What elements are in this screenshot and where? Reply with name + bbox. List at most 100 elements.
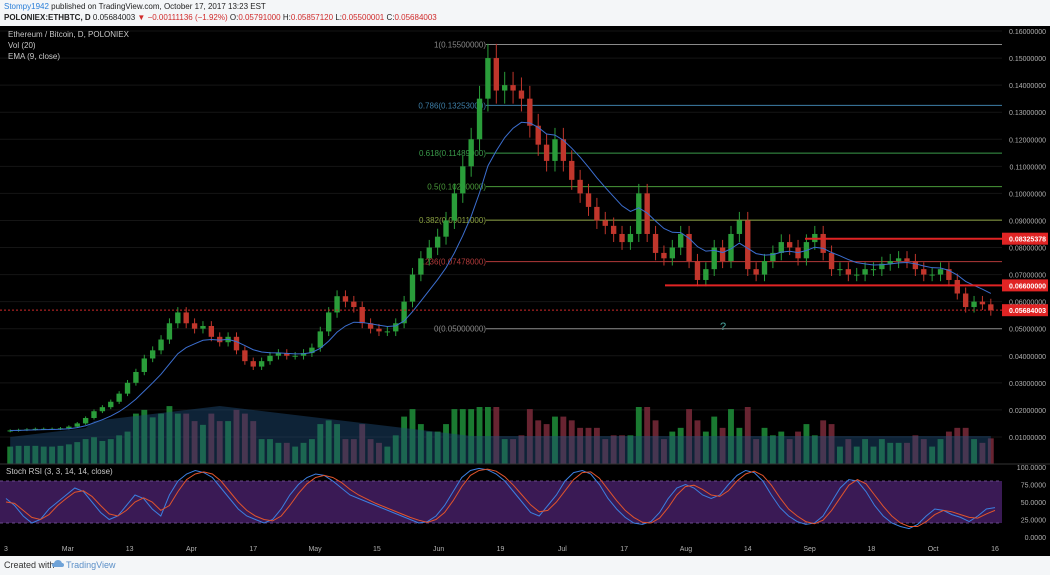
candle bbox=[518, 90, 525, 99]
volume-bar bbox=[853, 446, 860, 464]
volume-bar bbox=[510, 439, 517, 464]
volume-bar bbox=[987, 438, 994, 464]
fib-label: 1(0.15500000) bbox=[434, 41, 486, 50]
horizontal-levels[interactable]: 0.08325378 0.06600000 0.05684003 bbox=[0, 26, 1048, 317]
fib-label: 0.236(0.07478000) bbox=[418, 258, 486, 267]
y-tick-label: 0.03000000 bbox=[1009, 381, 1046, 388]
volume-bar bbox=[661, 439, 667, 464]
close-label: C: bbox=[386, 13, 395, 22]
author-link[interactable]: Stompy1942 bbox=[4, 2, 49, 11]
candle bbox=[711, 247, 717, 270]
volume-bar bbox=[862, 439, 869, 464]
candle bbox=[32, 428, 39, 430]
fib-label: 0.618(0.11489000) bbox=[419, 149, 486, 158]
candle bbox=[233, 336, 240, 351]
volume-bar bbox=[57, 445, 64, 464]
volume-bar bbox=[820, 420, 827, 464]
volume-bar bbox=[191, 421, 198, 464]
volume-bar bbox=[459, 409, 466, 464]
volume-bar bbox=[275, 442, 282, 464]
volume-bar bbox=[82, 439, 89, 464]
x-tick-label: 19 bbox=[497, 546, 505, 553]
price-change: −0.00111136 (−1.92%) bbox=[147, 13, 228, 22]
high-label: H: bbox=[282, 13, 291, 22]
x-tick-label: 16 bbox=[991, 546, 999, 553]
candle bbox=[820, 233, 826, 253]
volume-bars bbox=[7, 406, 994, 464]
candle bbox=[351, 301, 357, 308]
candle bbox=[485, 58, 491, 99]
volume-bar bbox=[476, 407, 483, 464]
fib-retracement[interactable]: 1(0.15500000) 0.786(0.13253000) 0.618(0.11… bbox=[418, 41, 1002, 334]
candle bbox=[292, 355, 298, 357]
volume-bar bbox=[786, 439, 793, 464]
volume-bar bbox=[74, 442, 81, 464]
candle bbox=[460, 166, 466, 194]
candle bbox=[175, 312, 181, 324]
volume-bar bbox=[40, 446, 47, 464]
candle bbox=[786, 242, 793, 248]
candle bbox=[585, 193, 592, 207]
volume-bar bbox=[300, 442, 307, 464]
candle bbox=[912, 261, 919, 270]
volume-bar bbox=[526, 409, 533, 464]
candle bbox=[468, 139, 474, 167]
volume-bar bbox=[401, 416, 408, 464]
candle bbox=[66, 426, 72, 429]
volume-bar bbox=[49, 446, 56, 464]
x-tick-label: 3 bbox=[4, 546, 8, 553]
candle bbox=[694, 261, 701, 280]
y-tick-label: 0.14000000 bbox=[1009, 83, 1046, 90]
volume-bar bbox=[577, 427, 584, 464]
fib-label: 0.382(0.09011000) bbox=[419, 216, 486, 225]
candle bbox=[543, 144, 550, 161]
candle bbox=[133, 371, 139, 383]
x-axis: 3 Mar 13 Apr 17 May 15 Jun 19 Jul 17 Aug 14 Sep 18 Oct 1… bbox=[0, 542, 1050, 556]
candle bbox=[451, 193, 458, 221]
candle bbox=[619, 233, 625, 243]
chart-area[interactable]: 1(0.15500000) 0.786(0.13253000) 0.618(0.11… bbox=[0, 26, 1050, 575]
price-pane[interactable] bbox=[0, 26, 1002, 464]
ohlc-line: POLONIEX:ETHBTC, D 0.05684003 ▼ −0.00111… bbox=[4, 13, 437, 22]
volume-bar bbox=[954, 427, 961, 464]
volume-bar bbox=[225, 421, 232, 464]
volume-bar bbox=[929, 446, 936, 464]
volume-bar bbox=[434, 431, 441, 464]
chart-svg[interactable]: 1(0.15500000) 0.786(0.13253000) 0.618(0.11… bbox=[0, 26, 1050, 556]
volume-bar bbox=[870, 446, 877, 464]
high-value: 0.05857120 bbox=[290, 13, 334, 22]
candle bbox=[409, 274, 416, 302]
volume-bar bbox=[979, 442, 986, 464]
volume-bar bbox=[384, 446, 391, 464]
candle bbox=[267, 355, 273, 362]
tradingview-brand-link[interactable]: TradingView bbox=[66, 560, 116, 570]
volume-bar bbox=[552, 416, 558, 464]
volume-bar bbox=[99, 440, 106, 464]
candle bbox=[242, 350, 248, 362]
volume-bar bbox=[32, 445, 39, 464]
candle bbox=[284, 353, 290, 356]
rsi-tick-label: 100.0000 bbox=[1017, 465, 1046, 472]
volume-bar bbox=[560, 416, 567, 464]
volume-bar bbox=[367, 439, 374, 464]
volume-bar bbox=[971, 439, 977, 464]
volume-bar bbox=[283, 442, 290, 464]
x-tick-label: Apr bbox=[186, 546, 198, 553]
volume-bar bbox=[501, 439, 508, 464]
candle bbox=[527, 98, 533, 126]
volume-bar bbox=[912, 435, 919, 464]
candle bbox=[837, 269, 843, 271]
candle bbox=[845, 269, 852, 275]
volume-bar bbox=[887, 442, 894, 464]
volume-bar bbox=[702, 431, 709, 464]
candle bbox=[217, 336, 223, 343]
candle bbox=[124, 382, 131, 394]
candle bbox=[669, 247, 675, 259]
price-tag-label: 0.05684003 bbox=[1009, 308, 1046, 315]
rsi-tick-label: 25.0000 bbox=[1021, 518, 1046, 525]
volume-bar bbox=[694, 420, 701, 464]
candle bbox=[359, 307, 365, 324]
volume-bar bbox=[837, 446, 843, 464]
volume-bar bbox=[904, 442, 910, 464]
